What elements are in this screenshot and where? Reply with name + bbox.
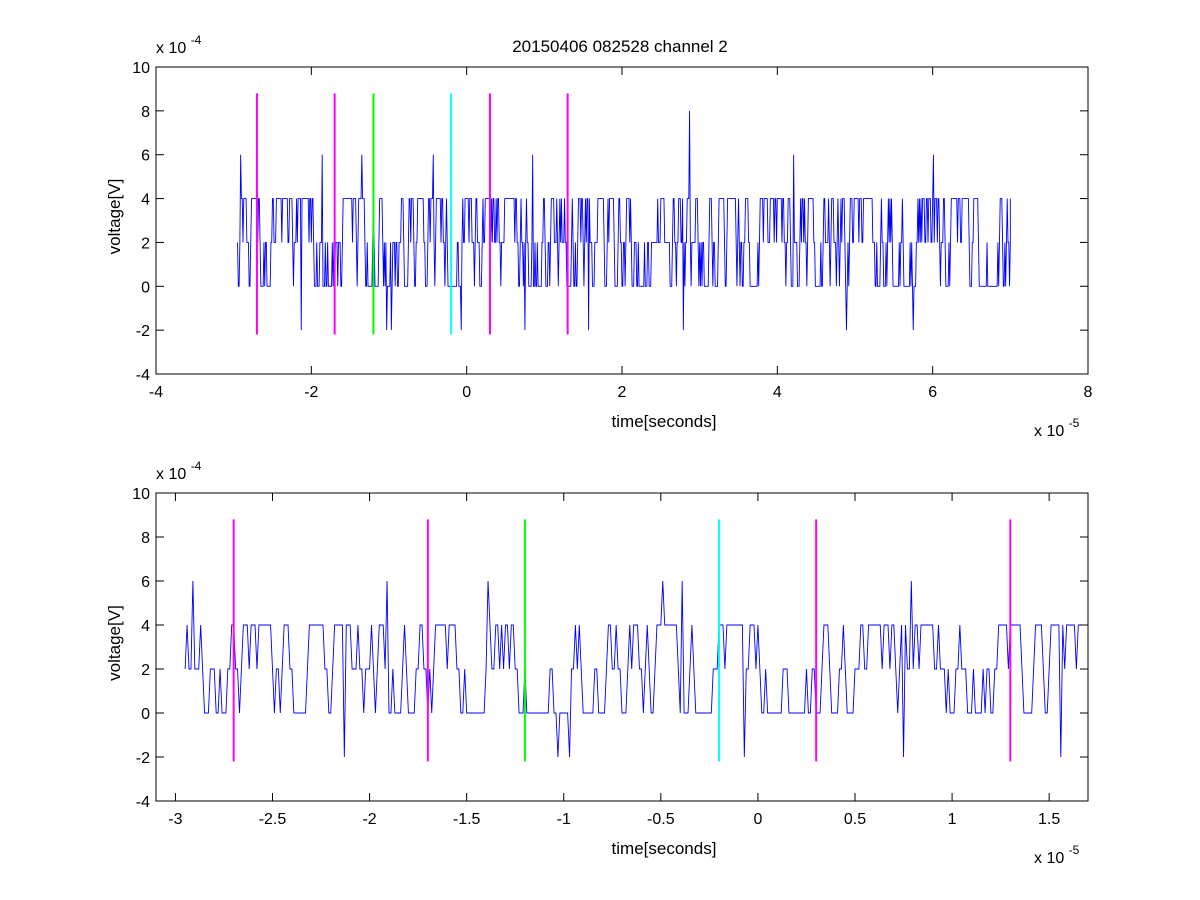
y-exponent-label: x 10 -4 [156,33,202,57]
x-exponent-power: -5 [1069,416,1080,430]
signal-trace [237,110,1011,331]
y-tick-label: -2 [136,750,150,767]
x-tick-label: 0.5 [844,811,866,828]
y-tick-label: 2 [141,235,150,252]
y-axis-label: voltage[V] [105,179,124,255]
y-tick-label: 8 [141,530,150,547]
y-tick-label: 6 [141,574,150,591]
y-tick-label: -4 [136,367,150,384]
x-exponent-label: x 10 -5 [1034,416,1080,440]
x-tick-label: 4 [773,384,782,401]
y-tick-label: 10 [132,486,150,503]
x-tick-label: 0 [462,384,471,401]
x-tick-label: 1 [948,811,957,828]
axes-box [155,492,1089,802]
y-tick-label: -2 [136,323,150,340]
x-tick-label: -2 [362,811,376,828]
x-tick-label: -2.5 [259,811,287,828]
y-exponent-power: -4 [191,459,202,473]
x-axis-label: time[seconds] [612,412,717,431]
y-tick-label: 4 [141,618,150,635]
y-tick-label: 0 [141,279,150,296]
x-tick-label: -2 [304,384,318,401]
x-tick-label: -0.5 [647,811,675,828]
chart-title: 20150406 082528 channel 2 [512,37,728,56]
x-exponent-label: x 10 -5 [1034,843,1080,867]
y-tick-label: 0 [141,706,150,723]
x-tick-label: -3 [168,811,182,828]
signal-trace [184,580,1088,758]
x-tick-label: 8 [1084,384,1093,401]
x-tick-label: 6 [928,384,937,401]
y-exponent-label: x 10 -4 [156,459,202,483]
x-exponent-power: -5 [1069,843,1080,857]
y-exponent-power: -4 [191,33,202,47]
x-tick-label: -1.5 [453,811,481,828]
top-plot: -4 -2 0 2 4 6 8 -4 -2 0 2 4 6 8 10 time[seconds] voltage… [105,33,1093,440]
x-tick-label: 1.5 [1038,811,1060,828]
x-axis-label: time[seconds] [612,839,717,858]
y-tick-label: -4 [136,794,150,811]
x-tick-label: 2 [618,384,627,401]
y-tick-label: 10 [132,60,150,77]
x-tick-label: 0 [753,811,762,828]
x-tick-label: -4 [149,384,163,401]
x-tick-label: -1 [557,811,571,828]
y-axis-label: voltage[V] [105,605,124,681]
y-tick-label: 8 [141,104,150,121]
bottom-plot: -3 -2.5 -2 -1.5 -1 -0.5 0 0.5 1 1.5 -4 -2 0 2 4 6 8 10 tim… [105,459,1089,867]
y-tick-label: 6 [141,148,150,165]
y-tick-label: 2 [141,662,150,679]
y-tick-label: 4 [141,192,150,209]
